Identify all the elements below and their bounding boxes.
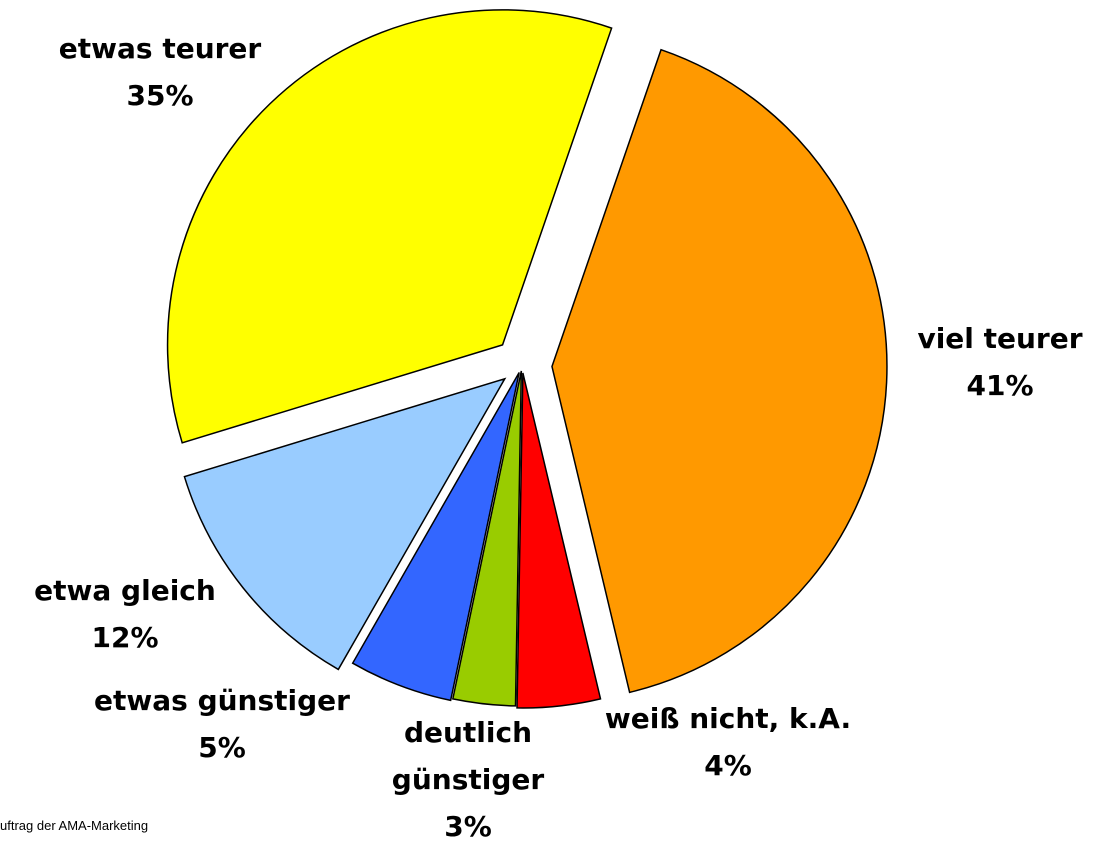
- pie-slice: [516, 372, 602, 709]
- slice-label: etwa gleich: [34, 574, 216, 607]
- footnote: uftrag der AMA-Marketing: [0, 818, 149, 833]
- pie-slice: [183, 377, 507, 671]
- pie-slice: [451, 370, 523, 707]
- pie-slice: [166, 9, 613, 444]
- slice-value: 35%: [126, 79, 194, 112]
- slice-label: etwas teurer: [58, 32, 262, 65]
- slice-label: deutlich günstiger: [391, 716, 545, 796]
- slice-value: 3%: [444, 810, 492, 843]
- slice-value: 4%: [704, 749, 752, 782]
- slice-label: viel teurer: [917, 322, 1083, 355]
- slice-label: weiß nicht, k.A.: [604, 702, 852, 735]
- slice-value: 5%: [198, 731, 246, 764]
- pie-slice: [551, 48, 888, 694]
- pie-slice: [351, 372, 520, 702]
- slice-label: etwas günstiger: [94, 684, 350, 717]
- slice-value: 12%: [91, 621, 159, 654]
- slice-value: 41%: [966, 369, 1034, 402]
